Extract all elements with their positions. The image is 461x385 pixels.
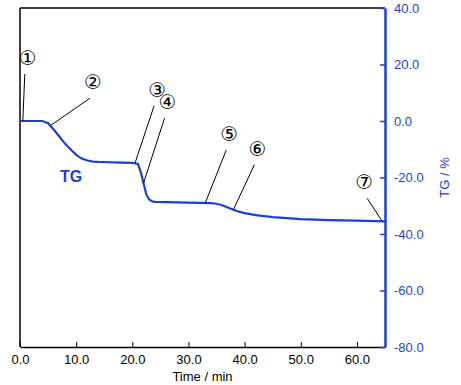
annotation-leader [144, 118, 165, 183]
y2-tick-label: -40.0 [394, 227, 424, 242]
chart: 0.0 10.0 20.0 30.0 40.0 50.0 60.0 -80.0 -60.0 -40… [0, 0, 461, 385]
x-axis-title: Time / min [172, 369, 232, 384]
annotation-leader [23, 74, 25, 121]
y2-tick: -20.0 [380, 170, 424, 185]
x-tick: 60.0 [345, 342, 370, 367]
annotation-label: ⑦ [355, 170, 373, 194]
x-tick: 30.0 [176, 342, 201, 367]
y2-tick-mark [380, 64, 385, 66]
y2-tick: 40.0 [380, 1, 419, 16]
x-tick: 20.0 [120, 342, 145, 367]
x-tick-label: 60.0 [345, 352, 370, 367]
y2-tick-label: -60.0 [394, 283, 424, 298]
y2-tick: -40.0 [380, 227, 424, 242]
y2-tick: -80.0 [380, 340, 424, 355]
annotation-leader [135, 106, 154, 163]
y2-tick: 0.0 [380, 114, 412, 129]
x-tick-mark [188, 342, 189, 347]
y2-tick-mark [380, 347, 385, 349]
y2-tick-label: 0.0 [394, 114, 412, 129]
annotations: ①②③④⑤⑥⑦ [19, 46, 382, 221]
y2-tick-label: -80.0 [394, 340, 424, 355]
x-tick: 40.0 [232, 342, 257, 367]
x-tick-mark [245, 342, 246, 347]
x-tick-mark [76, 342, 77, 347]
x-axis-line [21, 347, 386, 349]
x-tick: 10.0 [64, 342, 89, 367]
x-tick-label: 50.0 [289, 352, 314, 367]
marks [20, 121, 385, 221]
y2-tick-mark [380, 121, 385, 123]
y2-axis: -80.0 -60.0 -40.0 -20.0 0.0 20.0 40.0 [380, 1, 424, 355]
y2-tick-mark [380, 177, 385, 179]
annotation-leader [51, 98, 90, 125]
x-axis: 0.0 10.0 20.0 30.0 40.0 50.0 60.0 [11, 342, 385, 367]
y2-tick-label: 40.0 [394, 1, 419, 16]
annotation-label: ⑤ [220, 122, 238, 146]
x-tick-label: 40.0 [232, 352, 257, 367]
x-tick-label: 20.0 [120, 352, 145, 367]
series-label: TG [60, 168, 82, 185]
x-tick-mark [357, 342, 358, 347]
annotation-leader [233, 165, 254, 210]
x-tick: 50.0 [289, 342, 314, 367]
x-tick-label: 30.0 [176, 352, 201, 367]
plot: 0.0 10.0 20.0 30.0 40.0 50.0 60.0 -80.0 -60.0 -40… [11, 1, 423, 368]
x-tick-mark [20, 342, 21, 347]
annotation-label: ① [19, 46, 37, 70]
y2-tick-label: 20.0 [394, 57, 419, 72]
x-tick-label: 10.0 [64, 352, 89, 367]
annotation-label: ⑥ [248, 137, 266, 161]
y2-tick-mark [380, 8, 385, 10]
x-tick-mark [132, 342, 133, 347]
annotation-leader [367, 198, 382, 221]
x-tick-label: 0.0 [11, 352, 29, 367]
annotation-leader [205, 150, 226, 203]
y2-axis-title: TG / % [437, 157, 452, 198]
y2-tick: -60.0 [380, 283, 424, 298]
annotation-label: ② [84, 70, 102, 94]
series-line [20, 121, 385, 221]
y2-tick: 20.0 [380, 57, 419, 72]
y2-tick-label: -20.0 [394, 170, 424, 185]
frame-top [20, 7, 385, 9]
x-tick-mark [301, 342, 302, 347]
annotation-label: ④ [159, 90, 177, 114]
x-tick: 0.0 [11, 342, 29, 367]
y2-tick-mark [380, 290, 385, 292]
y2-tick-mark [380, 234, 385, 236]
